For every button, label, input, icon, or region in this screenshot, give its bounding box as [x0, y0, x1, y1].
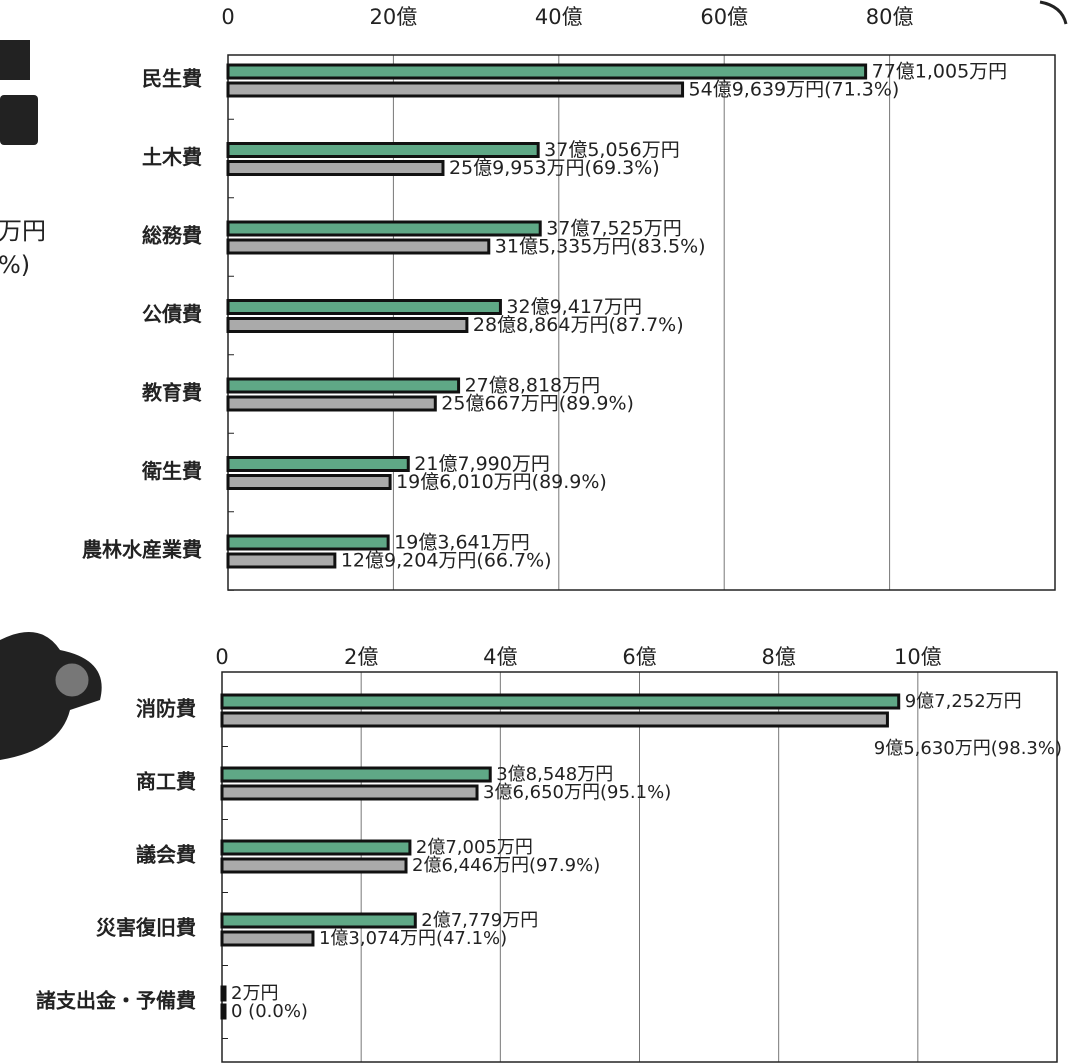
x-tick-label: 0: [221, 5, 234, 29]
bar: [222, 713, 887, 726]
value-label: 9億5,630万円(98.3%): [874, 738, 1062, 759]
bar: [228, 554, 335, 567]
bar: [228, 536, 388, 549]
x-tick-label: 60億: [700, 5, 748, 29]
value-label: 3億6,650万円(95.1%): [483, 782, 671, 803]
bar: [222, 914, 415, 927]
decoration: [0, 95, 38, 145]
x-tick-label: 6億: [622, 645, 656, 669]
bar: [228, 65, 866, 78]
x-tick-label: 10億: [894, 645, 942, 669]
bar: [228, 162, 443, 175]
category-label: 総務費: [142, 224, 202, 248]
category-label: 議会費: [136, 843, 196, 867]
value-label: 12億9,204万円(66.7%): [341, 550, 552, 572]
decoration: [54, 662, 90, 698]
bar: [228, 301, 500, 314]
value-label: 28億8,864万円(87.7%): [473, 314, 684, 336]
x-tick-label: 4億: [483, 645, 517, 669]
value-label: 2億6,446万円(97.9%): [412, 855, 600, 876]
x-tick-label: 0: [215, 645, 228, 669]
page: 万円 %) 020億40億60億80億民生費77億1,005万円54億9,639…: [0, 0, 1070, 1063]
decoration: [0, 632, 102, 760]
bar: [228, 397, 435, 410]
category-label: 民生費: [142, 67, 202, 91]
category-label: 農林水産業費: [82, 538, 202, 562]
category-label: 商工費: [136, 770, 196, 794]
bar: [228, 144, 538, 157]
bar: [222, 932, 313, 945]
value-label: 31億5,335万円(83.5%): [495, 236, 706, 258]
x-tick-label: 40億: [535, 5, 583, 29]
value-label: 19億6,010万円(89.9%): [396, 471, 607, 493]
x-tick-label: 8億: [761, 645, 795, 669]
bar: [228, 222, 540, 235]
side-label: %): [0, 251, 30, 279]
bar: [222, 841, 410, 854]
bar: [222, 786, 477, 799]
category-label: 諸支出金・予備費: [36, 989, 196, 1013]
bar: [228, 458, 408, 471]
category-label: 消防費: [136, 697, 196, 721]
bar: [222, 695, 899, 708]
bar: [228, 379, 459, 392]
bar: [228, 476, 390, 489]
x-tick-label: 80億: [866, 5, 914, 29]
x-tick-label: 2億: [344, 645, 378, 669]
bar: [222, 859, 406, 872]
category-label: 土木費: [142, 145, 202, 169]
category-label: 災害復旧費: [96, 916, 196, 940]
value-label: 25億667万円(89.9%): [441, 393, 634, 415]
side-label: 万円: [0, 217, 46, 245]
value-label: 0 (0.0%): [231, 1001, 308, 1022]
category-label: 衛生費: [141, 459, 202, 483]
x-tick-label: 20億: [370, 5, 418, 29]
value-label: 1億3,074万円(47.1%): [319, 928, 507, 949]
bar: [222, 987, 225, 1000]
bar: [228, 83, 683, 96]
value-label: 54億9,639万円(71.3%): [689, 79, 900, 101]
value-label: 9億7,252万円: [905, 691, 1022, 712]
bar: [222, 768, 490, 781]
bar: [222, 1005, 225, 1018]
frame-corner: [1040, 2, 1066, 24]
decoration: [0, 40, 30, 80]
bar: [228, 319, 467, 332]
bar: [228, 240, 489, 253]
value-label: 25億9,953万円(69.3%): [449, 157, 660, 179]
category-label: 教育費: [142, 381, 202, 405]
category-label: 公債費: [142, 302, 202, 326]
